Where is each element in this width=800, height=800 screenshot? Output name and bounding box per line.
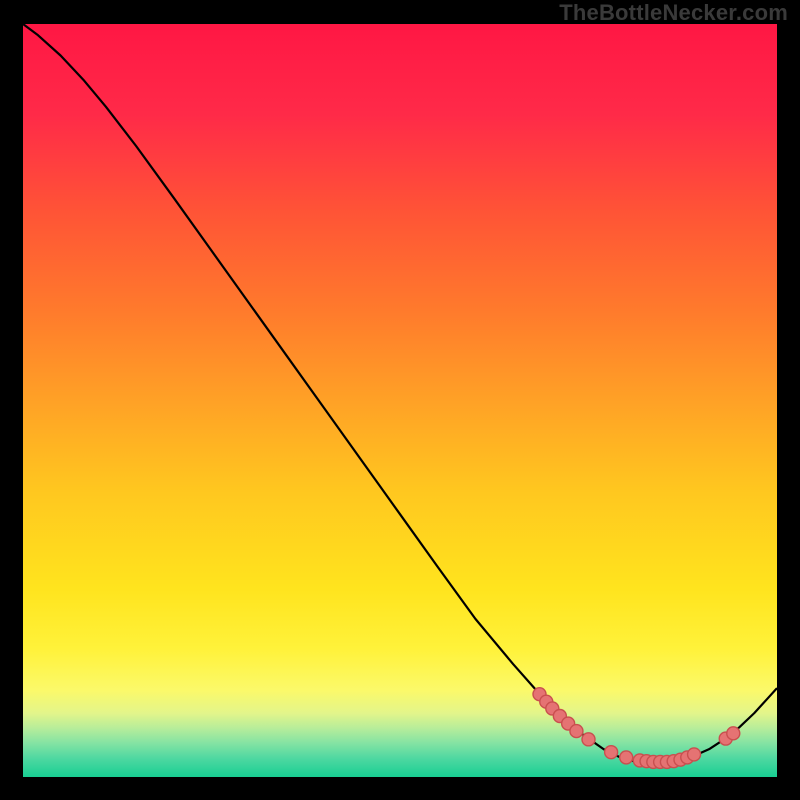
data-marker: [582, 733, 595, 746]
watermark-text: TheBottleNecker.com: [559, 0, 788, 26]
data-marker: [688, 748, 701, 761]
data-marker: [620, 751, 633, 764]
data-marker: [727, 727, 740, 740]
data-marker: [570, 725, 583, 738]
plot-background: [23, 24, 777, 777]
bottleneck-curve-chart: [0, 0, 800, 800]
chart-container: TheBottleNecker.com: [0, 0, 800, 800]
data-marker: [605, 746, 618, 759]
